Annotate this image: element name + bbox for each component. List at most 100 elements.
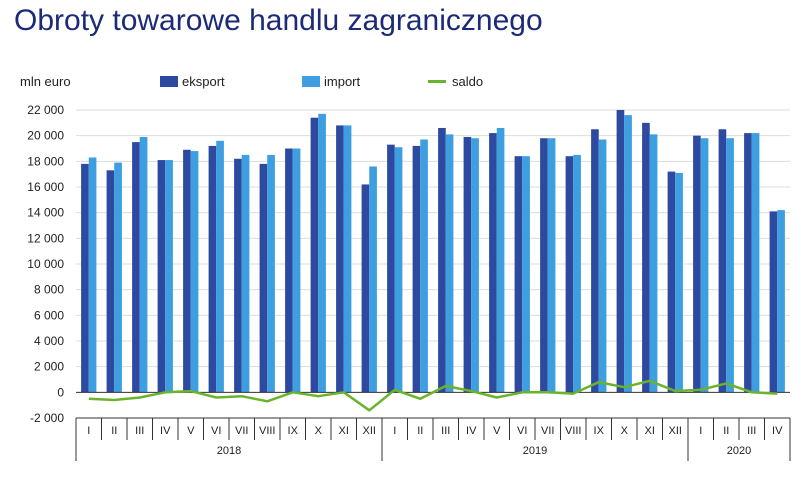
x-tick-label: X xyxy=(621,425,629,437)
y-tick-label: 18 000 xyxy=(27,154,64,168)
bar-import xyxy=(471,138,479,393)
bar-import xyxy=(649,134,658,393)
bar-eksport xyxy=(744,133,752,393)
bar-import xyxy=(292,148,301,393)
bar-eksport xyxy=(387,144,395,393)
y-tick-label: 16 000 xyxy=(27,180,64,194)
x-tick-label: VIII xyxy=(565,425,582,437)
x-tick-label: XII xyxy=(363,425,376,437)
bar-import xyxy=(777,210,785,393)
chart-title: Obroty towarowe handlu zagranicznego xyxy=(14,4,543,37)
y-tick-label: 0 xyxy=(57,385,64,399)
bar-import xyxy=(267,154,275,393)
legend-item-saldo: saldo xyxy=(428,74,483,89)
bar-eksport xyxy=(565,156,574,393)
bar-eksport xyxy=(591,129,599,393)
bar-import xyxy=(624,115,632,393)
bar-import xyxy=(165,160,173,393)
x-tick-label: IV xyxy=(772,425,783,437)
legend-item-import: import xyxy=(302,74,360,89)
x-tick-label: VI xyxy=(517,425,527,437)
bar-import xyxy=(726,138,734,393)
bar-eksport xyxy=(157,160,166,393)
legend-item-eksport: eksport xyxy=(160,74,225,89)
x-tick-label: VII xyxy=(541,425,554,437)
x-tick-label: X xyxy=(315,425,323,437)
x-tick-label: V xyxy=(187,425,195,437)
bar-import xyxy=(241,154,250,393)
legend-label-saldo: saldo xyxy=(452,74,484,89)
bar-eksport xyxy=(718,129,727,393)
bar-eksport xyxy=(81,163,89,393)
bar-eksport xyxy=(489,133,497,393)
x-tick-label: II xyxy=(417,425,423,437)
y-tick-label: 12 000 xyxy=(27,231,64,245)
x-tick-label: III xyxy=(747,425,756,437)
bar-import xyxy=(216,140,224,393)
y-tick-label: 14 000 xyxy=(27,206,64,220)
bar-import xyxy=(343,125,352,393)
x-tick-label: VII xyxy=(235,425,248,437)
bar-eksport xyxy=(310,117,319,393)
bar-eksport xyxy=(361,184,370,393)
bar-import xyxy=(369,166,377,393)
x-tick-label: XI xyxy=(339,425,349,437)
legend-label-import: import xyxy=(324,74,361,89)
bar-eksport xyxy=(667,171,676,393)
bar-import xyxy=(420,139,428,393)
bar-eksport xyxy=(132,142,140,393)
bar-import xyxy=(751,133,760,393)
x-tick-label: XII xyxy=(669,425,682,437)
y-tick-label: 4 000 xyxy=(34,334,64,348)
bar-eksport xyxy=(438,127,446,393)
bar-import xyxy=(573,154,581,393)
y-tick-label: 10 000 xyxy=(27,257,64,271)
bar-eksport xyxy=(540,138,548,393)
bar-eksport xyxy=(106,170,115,393)
bar-eksport xyxy=(412,145,421,393)
y-tick-label: 20 000 xyxy=(27,129,64,143)
bar-import xyxy=(318,113,326,393)
x-tick-label: IX xyxy=(288,425,299,437)
bar-import xyxy=(700,138,709,393)
bar-eksport xyxy=(616,110,625,393)
x-tick-label: IV xyxy=(160,425,171,437)
bar-eksport xyxy=(514,156,523,393)
y-tick-label: -2 000 xyxy=(30,411,64,425)
x-tick-label: I xyxy=(699,425,702,437)
bar-import xyxy=(522,156,530,393)
x-tick-label: I xyxy=(393,425,396,437)
bar-import xyxy=(547,138,556,393)
year-label: 2018 xyxy=(217,445,241,457)
y-tick-label: 6 000 xyxy=(34,308,64,322)
bar-import xyxy=(139,136,148,393)
bar-import xyxy=(88,157,97,393)
y-tick-label: 22 000 xyxy=(27,103,64,117)
legend-swatch-import xyxy=(302,76,320,87)
legend-swatch-eksport xyxy=(160,76,178,87)
bar-import xyxy=(675,172,683,393)
line-saldo xyxy=(88,379,778,412)
x-tick-label: II xyxy=(111,425,117,437)
x-tick-label: XI xyxy=(645,425,655,437)
bar-import xyxy=(598,139,607,393)
bar-eksport xyxy=(183,149,191,393)
year-label: 2020 xyxy=(727,445,751,457)
bar-import xyxy=(114,162,122,393)
x-tick-label: III xyxy=(135,425,144,437)
legend-swatch-saldo xyxy=(428,80,446,83)
x-tick-label: IX xyxy=(594,425,605,437)
bar-eksport xyxy=(463,136,472,393)
bar-import xyxy=(190,151,199,393)
bar-import xyxy=(394,147,403,393)
legend-label-eksport: eksport xyxy=(182,74,225,89)
y-tick-label: 2 000 xyxy=(34,360,64,374)
bar-eksport xyxy=(285,148,293,393)
bar-eksport xyxy=(693,135,701,393)
bar-eksport xyxy=(259,163,268,393)
x-tick-label: VIII xyxy=(259,425,276,437)
x-tick-label: III xyxy=(441,425,450,437)
year-label: 2019 xyxy=(523,445,547,457)
y-tick-label: 8 000 xyxy=(34,283,64,297)
